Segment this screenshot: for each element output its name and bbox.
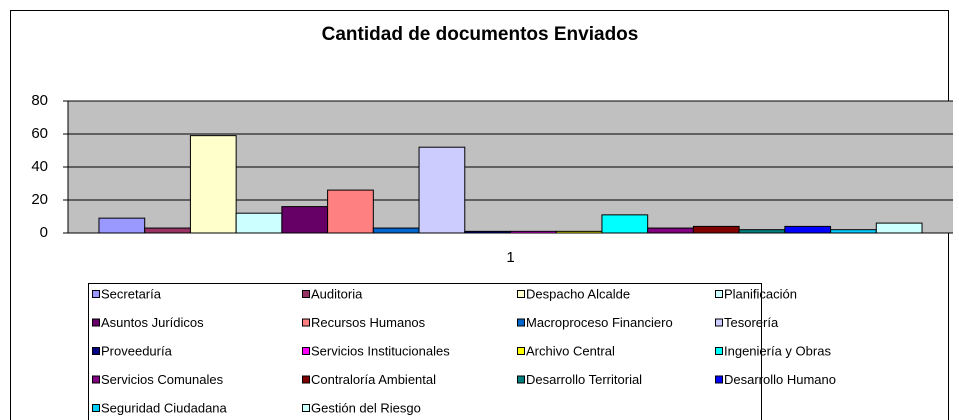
chart-title: Cantidad de documentos Enviados: [322, 24, 639, 45]
legend-swatch: [92, 318, 100, 327]
y-tick-label: 80: [31, 92, 48, 109]
legend-swatch: [715, 347, 723, 355]
bar: [830, 229, 877, 234]
legend-label: Auditoria: [311, 286, 363, 301]
legend-swatch: [92, 404, 100, 412]
bar: [738, 229, 786, 234]
legend-swatch: [92, 290, 100, 298]
legend-swatch: [517, 318, 525, 327]
legend-label: Desarrollo Humano: [724, 372, 836, 387]
legend-swatch: [715, 290, 723, 298]
legend-label: Seguridad Ciudadana: [101, 400, 228, 415]
bar: [555, 230, 603, 234]
bar: [98, 217, 146, 234]
legend-label: Gestión del Riesgo: [311, 400, 421, 415]
bar: [372, 227, 420, 234]
legend-swatch: [517, 347, 525, 355]
bar: [281, 206, 329, 234]
bar: [601, 214, 649, 234]
y-tick-label: 20: [31, 191, 48, 208]
bar: [189, 135, 237, 234]
legend-label: Desarrollo Territorial: [526, 372, 642, 387]
legend-label: Despacho Alcalde: [526, 286, 630, 301]
bar: [327, 189, 374, 234]
legend-swatch: [715, 318, 723, 327]
legend-swatch: [715, 375, 723, 384]
legend-swatch: [302, 375, 310, 384]
bar: [647, 227, 694, 234]
legend-swatch: [517, 375, 525, 384]
legend-label: Servicios Institucionales: [311, 343, 450, 358]
legend-label: Secretaría: [101, 286, 162, 301]
x-tick-label: 1: [506, 249, 514, 266]
y-tick-label: 0: [40, 224, 48, 241]
legend-label: Recursos Humanos: [311, 315, 426, 330]
legend-swatch: [92, 375, 100, 384]
legend: [88, 283, 762, 420]
legend-label: Contraloría Ambiental: [311, 372, 436, 387]
legend-label: Asuntos Jurídicos: [101, 315, 204, 330]
legend-label: Archivo Central: [526, 343, 615, 358]
y-tick-label: 40: [31, 158, 48, 175]
legend-label: Macroproceso Financiero: [526, 315, 673, 330]
bar: [464, 230, 511, 234]
bar: [510, 230, 557, 234]
legend-label: Tesorería: [724, 315, 779, 330]
bar: [235, 212, 283, 234]
legend-label: Proveeduría: [101, 343, 173, 358]
legend-swatch: [92, 347, 100, 355]
legend-label: Ingeniería y Obras: [724, 343, 831, 358]
legend-swatch: [302, 290, 310, 298]
legend-label: Planificación: [724, 286, 797, 301]
bar: [418, 146, 466, 234]
legend-label: Servicios Comunales: [101, 372, 224, 387]
legend-swatch: [517, 290, 525, 298]
legend-swatch: [302, 318, 310, 327]
bar: [144, 227, 191, 234]
bar: [875, 222, 923, 234]
legend-swatch: [302, 347, 310, 355]
y-tick-label: 60: [31, 125, 48, 142]
legend-swatch: [302, 404, 310, 412]
bar: [692, 225, 740, 234]
bar: [784, 225, 832, 234]
